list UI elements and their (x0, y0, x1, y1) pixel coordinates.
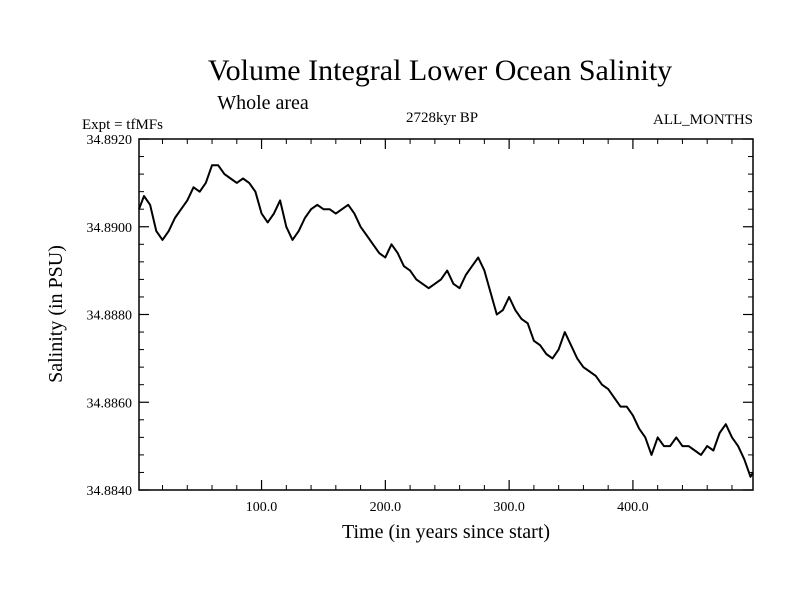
x-tick-label: 300.0 (493, 500, 525, 515)
x-tick-label: 200.0 (370, 500, 402, 515)
chart-title: Volume Integral Lower Ocean Salinity (208, 54, 672, 87)
chart-subtitle: Whole area (217, 92, 309, 114)
y-tick-label: 34.8900 (87, 221, 133, 236)
y-tick-label: 34.8920 (87, 133, 133, 148)
y-axis: 34.8840 34.8860 34.8880 34.8900 34.8920 (87, 133, 753, 499)
x-tick-label: 100.0 (246, 500, 278, 515)
period-label: 2728kyr BP (406, 110, 478, 126)
y-tick-label: 34.8860 (87, 396, 133, 411)
x-tick-label: 400.0 (617, 500, 649, 515)
months-label: ALL_MONTHS (653, 112, 753, 128)
experiment-label: Expt = tfMFs (82, 117, 163, 133)
salinity-series-line (138, 164, 754, 478)
y-tick-label: 34.8840 (87, 484, 133, 499)
x-axis: 100.0 200.0 300.0 400.0 (162, 139, 733, 515)
y-axis-label: Salinity (in PSU) (45, 245, 67, 383)
x-axis-label: Time (in years since start) (342, 521, 550, 543)
y-tick-label: 34.8880 (87, 309, 133, 324)
plot-frame (138, 138, 754, 491)
